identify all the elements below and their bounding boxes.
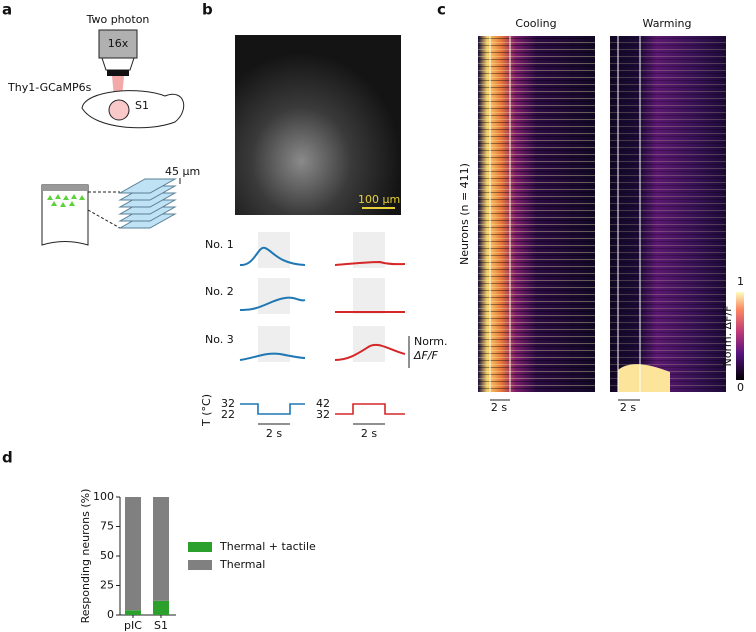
time-label: 2 s bbox=[361, 427, 377, 440]
brain bbox=[81, 90, 185, 129]
y-tick-label: 50 bbox=[100, 549, 114, 562]
time-label: 2 s bbox=[620, 401, 636, 414]
y-tick-label: 0 bbox=[107, 608, 114, 621]
stim-lines bbox=[489, 36, 641, 392]
tick-label: 22 bbox=[221, 408, 235, 421]
bar-segment bbox=[125, 610, 141, 615]
row-label: No. 2 bbox=[205, 285, 234, 298]
image bbox=[235, 35, 401, 215]
y-label: Neurons (n = 411) bbox=[458, 163, 471, 265]
panel-label: a bbox=[2, 1, 12, 19]
label: 45 µm bbox=[165, 165, 200, 178]
heatmap-title: Warming bbox=[643, 17, 692, 30]
cbar-tick: 0 bbox=[737, 381, 744, 394]
x-tick-label: pIC bbox=[124, 619, 142, 632]
norm-label: Norm. bbox=[414, 335, 448, 348]
y-tick-label: 100 bbox=[93, 490, 114, 503]
label: Two photon bbox=[86, 13, 150, 26]
bar-segment bbox=[153, 600, 169, 615]
label: Thy1-GCaMP6s bbox=[7, 81, 92, 94]
heatmap-texture bbox=[610, 36, 726, 392]
panel-label: c bbox=[437, 1, 446, 19]
traces bbox=[239, 232, 410, 425]
label: S1 bbox=[135, 99, 149, 112]
panel-d: d bbox=[2, 449, 13, 467]
y-tick-label: 75 bbox=[100, 520, 114, 533]
row-label: No. 3 bbox=[205, 333, 234, 346]
temp-label: T (°C) bbox=[200, 394, 213, 427]
x-tick-label: S1 bbox=[154, 619, 168, 632]
time-label: 2 s bbox=[266, 427, 282, 440]
window bbox=[108, 99, 130, 121]
heatmap-title: Cooling bbox=[515, 17, 556, 30]
colorbar bbox=[736, 292, 744, 380]
row-label: No. 1 bbox=[205, 238, 234, 251]
scale-label: 100 µm bbox=[358, 193, 400, 206]
panel-label: b bbox=[202, 1, 213, 19]
surface bbox=[42, 185, 88, 191]
cbar-label: Norm. ΔF/F bbox=[721, 306, 734, 367]
panel-label: d bbox=[2, 449, 13, 467]
objective-lens bbox=[107, 70, 129, 76]
tick-label: 32 bbox=[221, 397, 235, 410]
norm-label: ΔF/F bbox=[413, 349, 439, 362]
tick-label: 32 bbox=[316, 408, 330, 421]
panel-a: a Two photon 16x Thy1-GCaMP6s S1 45 µm bbox=[2, 1, 200, 246]
panel-c: c Cooling Warming 2 s 2 s Neurons (n = 4… bbox=[437, 1, 744, 414]
label: 16x bbox=[108, 37, 129, 50]
zoom-lines bbox=[87, 191, 121, 229]
bar-segment bbox=[125, 497, 141, 611]
heatmap-texture bbox=[478, 36, 595, 392]
legend-swatch bbox=[188, 560, 212, 570]
panel-b: b 100 µm No. 1 No. 2 No. 3 Norm. ΔF/F T … bbox=[200, 1, 448, 441]
heatmap-blob bbox=[618, 364, 670, 392]
cbar-tick: 1 bbox=[737, 275, 744, 288]
objective bbox=[98, 29, 138, 59]
legend-label: Thermal bbox=[219, 558, 265, 571]
tick-label: 42 bbox=[316, 397, 330, 410]
legend-swatch bbox=[188, 542, 212, 552]
time-label: 2 s bbox=[491, 401, 507, 414]
bar-segment bbox=[153, 497, 169, 601]
y-label: Responding neurons (%) bbox=[79, 489, 92, 624]
legend-label: Thermal + tactile bbox=[219, 540, 316, 553]
cells bbox=[47, 194, 85, 207]
y-tick-label: 25 bbox=[100, 579, 114, 592]
tissue bbox=[41, 184, 89, 246]
objective-tip bbox=[101, 57, 135, 71]
stack bbox=[118, 178, 177, 229]
